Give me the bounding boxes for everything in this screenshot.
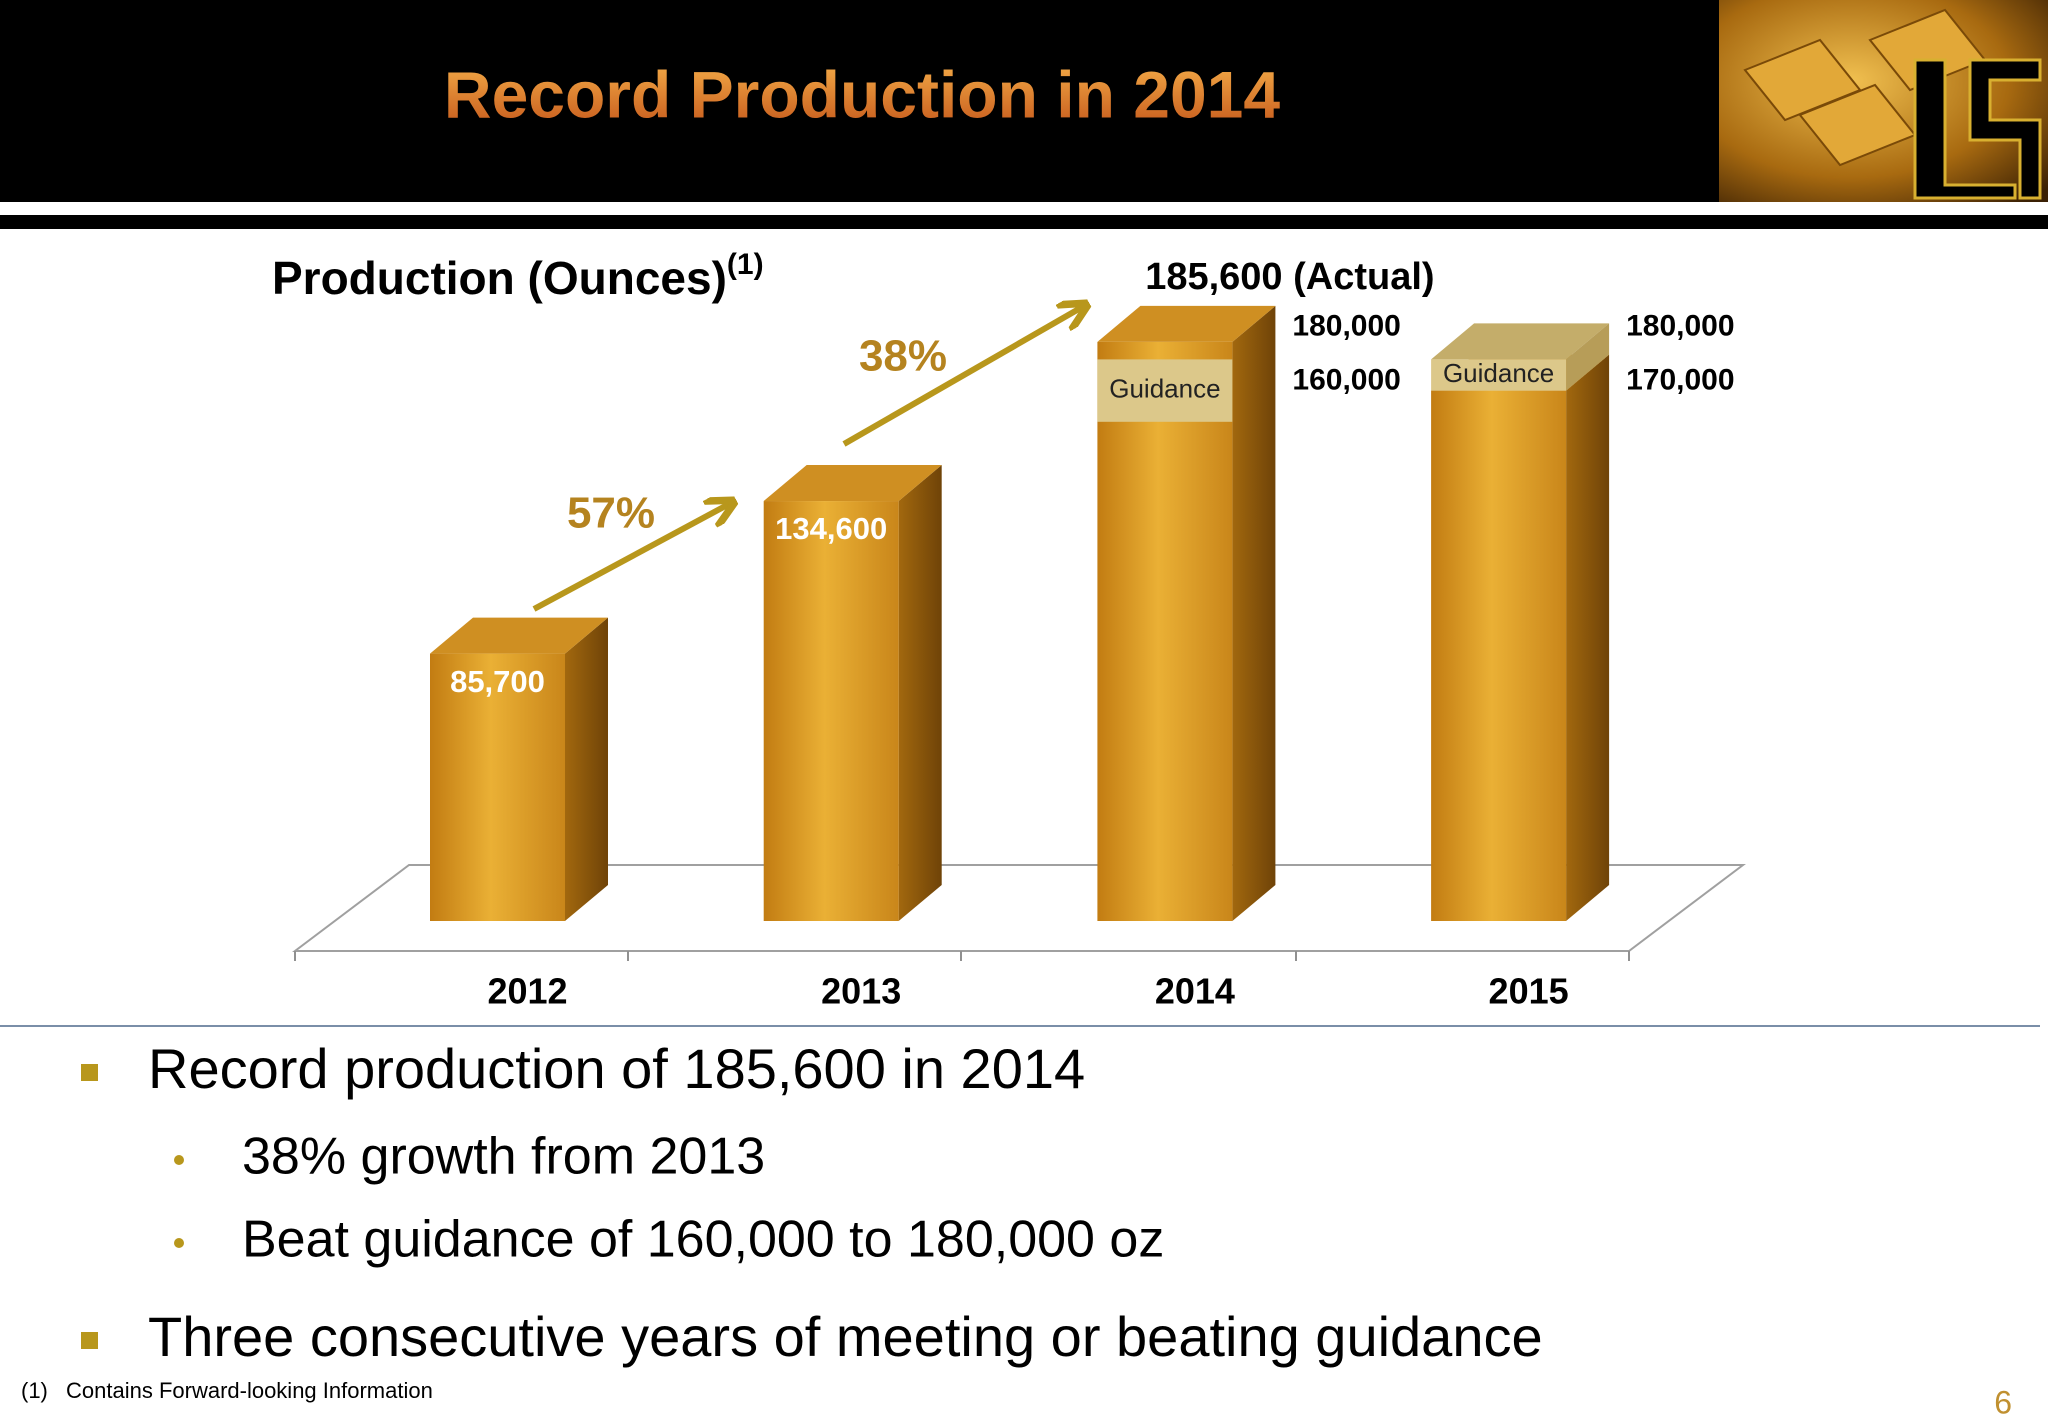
- bar-side: [1566, 354, 1610, 922]
- guidance-high-label: 180,000: [1626, 309, 1734, 342]
- guidance-high-label: 180,000: [1292, 309, 1400, 342]
- chart-title-text: Production (Ounces): [272, 252, 727, 304]
- guidance-band: [1431, 359, 1567, 391]
- bullet: Three consecutive years of meeting or be…: [148, 1305, 1543, 1368]
- bullet: Record production of 185,600 in 2014: [148, 1037, 1085, 1100]
- value-label: 185,600 (Actual): [1145, 256, 1434, 298]
- guidance-low-label: 170,000: [1626, 363, 1734, 396]
- sub-bullet: Beat guidance of 160,000 to 180,000 oz: [242, 1211, 1164, 1269]
- growth-arrow: [842, 306, 1084, 447]
- bar: [1097, 341, 1233, 922]
- growth-arrow: [532, 503, 731, 612]
- floor-ticks: [294, 951, 1630, 961]
- header-rule: [0, 215, 2048, 229]
- footnote: Contains Forward-looking Information: [66, 1378, 433, 1403]
- value-label: 85,700: [450, 664, 545, 699]
- growth-label: 38%: [859, 332, 947, 381]
- growth-label: 57%: [567, 489, 655, 538]
- x-tick-label: 2015: [1489, 971, 1569, 1012]
- footnote-marker: (1): [21, 1378, 48, 1403]
- bullet-list: Record production of 185,600 in 2014 38% …: [81, 1037, 1543, 1368]
- guidance-low-label: 160,000: [1292, 363, 1400, 396]
- x-tick-label: 2012: [487, 971, 567, 1012]
- bullet-marker: [81, 1064, 98, 1081]
- bar-side: [1232, 305, 1276, 922]
- guidance-label: Guidance: [1443, 358, 1554, 388]
- x-tick-label: 2014: [1155, 971, 1235, 1012]
- guidance-band-side: [1566, 323, 1610, 391]
- bar-side: [565, 617, 608, 921]
- chart-title: Production (Ounces)(1): [272, 248, 764, 304]
- guidance-band-top: [1431, 323, 1610, 360]
- bar: [763, 501, 899, 921]
- guidance-band: [1097, 359, 1233, 422]
- bullet-marker: [81, 1332, 98, 1349]
- chart-title-note: (1): [727, 248, 764, 281]
- bar-top: [1097, 305, 1276, 342]
- bar-top: [763, 465, 942, 502]
- guidance-label: Guidance: [1109, 373, 1220, 403]
- bar: [1431, 390, 1567, 922]
- x-tick-label: 2013: [821, 971, 901, 1012]
- value-label: 134,600: [775, 511, 887, 546]
- sub-bullet-marker: [174, 1155, 184, 1165]
- page-number: 6: [1994, 1384, 2012, 1418]
- header-band: [0, 0, 2048, 202]
- sub-bullet-marker: [174, 1238, 184, 1248]
- sub-bullet: 38% growth from 2013: [242, 1128, 765, 1186]
- chart-floor: [292, 864, 1746, 952]
- bar-top: [430, 617, 608, 654]
- slide-title: Record Production in 2014: [444, 57, 1280, 131]
- bar-side: [898, 465, 942, 921]
- logo: [1913, 58, 2042, 200]
- bar: [430, 653, 565, 921]
